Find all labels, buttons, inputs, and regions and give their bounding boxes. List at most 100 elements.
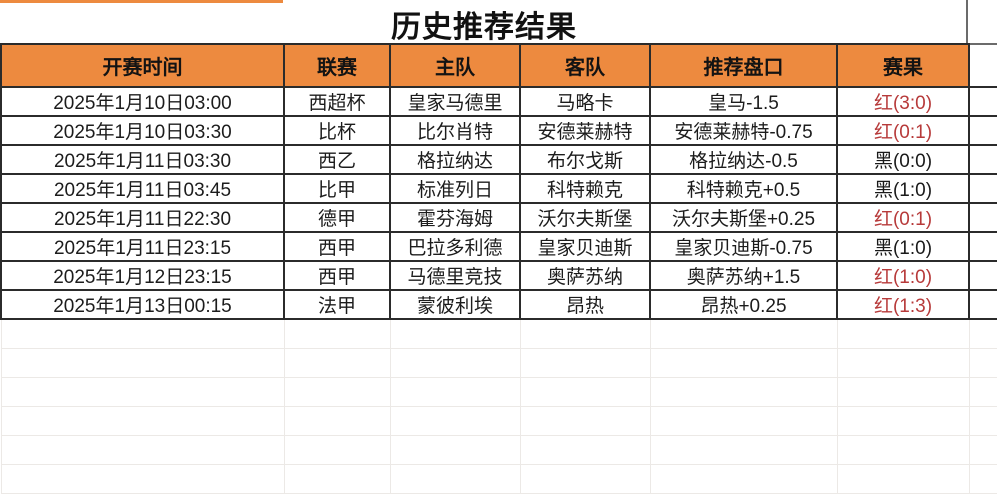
- cell-league[interactable]: 德甲: [283, 202, 391, 233]
- empty-cell[interactable]: [519, 348, 651, 378]
- cell-handicap[interactable]: 沃尔夫斯堡+0.25: [649, 202, 838, 233]
- empty-cell[interactable]: [968, 464, 997, 494]
- table-row: 2025年1月11日03:45 比甲 标准列日 科特赖克 科特赖克+0.5 黑(1:0): [0, 173, 997, 204]
- empty-cell[interactable]: [389, 348, 521, 378]
- empty-cell[interactable]: [649, 318, 838, 349]
- cell-handicap[interactable]: 格拉纳达-0.5: [649, 144, 838, 175]
- cell-spacer[interactable]: [968, 231, 997, 262]
- cell-time[interactable]: 2025年1月13日00:15: [0, 289, 285, 320]
- empty-cell[interactable]: [836, 318, 970, 349]
- cell-home[interactable]: 格拉纳达: [389, 144, 521, 175]
- cell-away[interactable]: 安德莱赫特: [519, 115, 651, 146]
- cell-time[interactable]: 2025年1月11日03:30: [0, 144, 285, 175]
- cell-result[interactable]: 红(0:1): [836, 115, 970, 146]
- empty-cell[interactable]: [968, 377, 997, 407]
- cell-spacer[interactable]: [968, 289, 997, 320]
- cell-spacer[interactable]: [968, 173, 997, 204]
- empty-cell[interactable]: [519, 318, 651, 349]
- cell-result[interactable]: 黑(1:0): [836, 231, 970, 262]
- empty-cell[interactable]: [968, 435, 997, 465]
- cell-handicap[interactable]: 皇马-1.5: [649, 86, 838, 117]
- cell-result[interactable]: 红(3:0): [836, 86, 970, 117]
- empty-cell[interactable]: [283, 464, 391, 494]
- cell-handicap[interactable]: 昂热+0.25: [649, 289, 838, 320]
- empty-cell[interactable]: [836, 348, 970, 378]
- empty-cell[interactable]: [519, 406, 651, 436]
- cell-result[interactable]: 黑(1:0): [836, 173, 970, 204]
- cell-time[interactable]: 2025年1月11日23:15: [0, 231, 285, 262]
- empty-cell[interactable]: [649, 348, 838, 378]
- cell-time[interactable]: 2025年1月11日03:45: [0, 173, 285, 204]
- cell-away[interactable]: 奥萨苏纳: [519, 260, 651, 291]
- cell-handicap[interactable]: 科特赖克+0.5: [649, 173, 838, 204]
- empty-cell[interactable]: [649, 464, 838, 494]
- cell-away[interactable]: 科特赖克: [519, 173, 651, 204]
- cell-away[interactable]: 沃尔夫斯堡: [519, 202, 651, 233]
- empty-cell[interactable]: [283, 348, 391, 378]
- empty-cell[interactable]: [0, 318, 285, 349]
- empty-cell[interactable]: [519, 464, 651, 494]
- cell-home[interactable]: 霍芬海姆: [389, 202, 521, 233]
- cell-result[interactable]: 黑(0:0): [836, 144, 970, 175]
- empty-cell[interactable]: [283, 435, 391, 465]
- cell-spacer[interactable]: [968, 260, 997, 291]
- empty-cell[interactable]: [0, 435, 285, 465]
- cell-handicap[interactable]: 奥萨苏纳+1.5: [649, 260, 838, 291]
- empty-cell[interactable]: [968, 406, 997, 436]
- cell-league[interactable]: 西甲: [283, 231, 391, 262]
- empty-cell[interactable]: [836, 435, 970, 465]
- cell-time[interactable]: 2025年1月11日22:30: [0, 202, 285, 233]
- cell-league[interactable]: 比杯: [283, 115, 391, 146]
- cell-home[interactable]: 蒙彼利埃: [389, 289, 521, 320]
- empty-cell[interactable]: [283, 406, 391, 436]
- empty-cell[interactable]: [0, 348, 285, 378]
- empty-cell[interactable]: [519, 435, 651, 465]
- cell-result[interactable]: 红(0:1): [836, 202, 970, 233]
- cell-time[interactable]: 2025年1月12日23:15: [0, 260, 285, 291]
- cell-away[interactable]: 昂热: [519, 289, 651, 320]
- cell-handicap[interactable]: 皇家贝迪斯-0.75: [649, 231, 838, 262]
- empty-cell[interactable]: [389, 406, 521, 436]
- cell-league[interactable]: 西超杯: [283, 86, 391, 117]
- cell-result[interactable]: 红(1:3): [836, 289, 970, 320]
- cell-home[interactable]: 巴拉多利德: [389, 231, 521, 262]
- cell-spacer[interactable]: [968, 86, 997, 117]
- empty-cell[interactable]: [836, 464, 970, 494]
- empty-cell[interactable]: [283, 377, 391, 407]
- cell-league[interactable]: 比甲: [283, 173, 391, 204]
- cell-league[interactable]: 西甲: [283, 260, 391, 291]
- empty-cell[interactable]: [389, 318, 521, 349]
- empty-cell[interactable]: [649, 435, 838, 465]
- cell-spacer[interactable]: [968, 202, 997, 233]
- empty-cell[interactable]: [389, 377, 521, 407]
- cell-result[interactable]: 红(1:0): [836, 260, 970, 291]
- empty-cell[interactable]: [836, 406, 970, 436]
- cell-home[interactable]: 标准列日: [389, 173, 521, 204]
- cell-home[interactable]: 比尔肖特: [389, 115, 521, 146]
- cell-away[interactable]: 布尔戈斯: [519, 144, 651, 175]
- cell-spacer[interactable]: [968, 115, 997, 146]
- empty-cell[interactable]: [0, 406, 285, 436]
- empty-cell[interactable]: [389, 464, 521, 494]
- col-header-result: 赛果: [836, 43, 970, 88]
- empty-cell[interactable]: [836, 377, 970, 407]
- empty-cell[interactable]: [0, 464, 285, 494]
- empty-cell[interactable]: [968, 348, 997, 378]
- cell-home[interactable]: 马德里竞技: [389, 260, 521, 291]
- cell-league[interactable]: 西乙: [283, 144, 391, 175]
- empty-cell[interactable]: [0, 377, 285, 407]
- cell-away[interactable]: 马略卡: [519, 86, 651, 117]
- cell-league[interactable]: 法甲: [283, 289, 391, 320]
- empty-cell[interactable]: [519, 377, 651, 407]
- cell-spacer[interactable]: [968, 144, 997, 175]
- cell-away[interactable]: 皇家贝迪斯: [519, 231, 651, 262]
- cell-handicap[interactable]: 安德莱赫特-0.75: [649, 115, 838, 146]
- empty-cell[interactable]: [968, 318, 997, 349]
- cell-time[interactable]: 2025年1月10日03:30: [0, 115, 285, 146]
- cell-home[interactable]: 皇家马德里: [389, 86, 521, 117]
- cell-time[interactable]: 2025年1月10日03:00: [0, 86, 285, 117]
- empty-cell[interactable]: [649, 406, 838, 436]
- empty-cell[interactable]: [389, 435, 521, 465]
- empty-cell[interactable]: [649, 377, 838, 407]
- empty-cell[interactable]: [283, 318, 391, 349]
